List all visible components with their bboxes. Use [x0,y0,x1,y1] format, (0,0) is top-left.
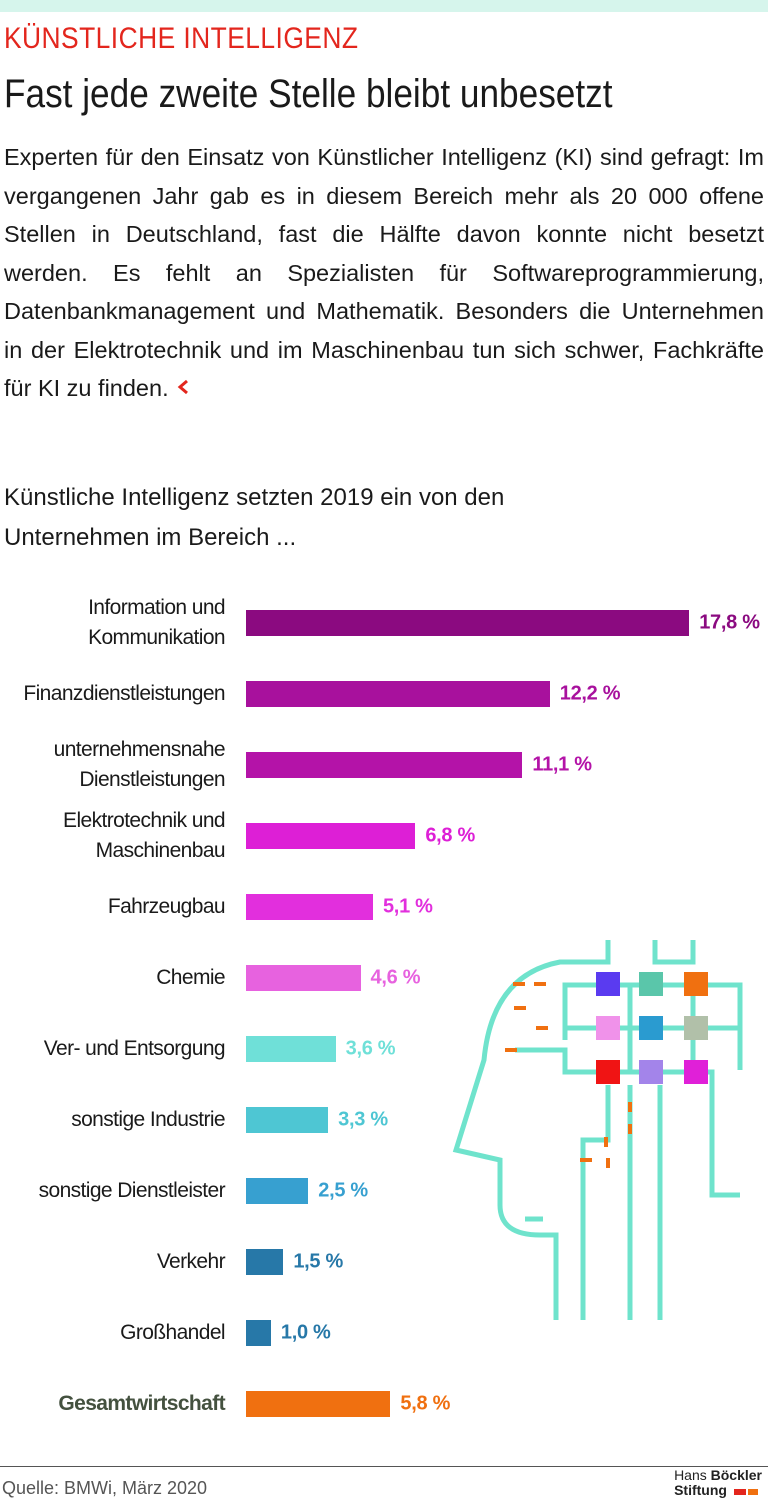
value-label: 12,2 % [559,682,621,705]
bar [246,894,373,920]
intro: Experten für den Einsatz von Künstlicher… [4,138,764,408]
category-label: Gesamtwirtschaft [58,1392,225,1415]
category-label: Fahrzeugbau [107,895,226,918]
category-label: Verkehr [156,1250,226,1273]
category-label: Finanzdienstleistungen [23,682,225,705]
bar [246,1107,329,1133]
headline: Fast jede zweite Stelle bleibt unbesetzt [4,72,613,116]
bar [246,823,416,849]
chart-title: Künstliche Intelligenz setzten 2019 ein … [4,484,505,551]
value-label: 6,8 % [425,824,475,847]
value-label: 3,6 % [345,1037,396,1060]
logo-mark [733,1489,746,1495]
kicker: KÜNSTLICHE INTELLIGENZ [4,22,359,55]
category-label: Großhandel [120,1321,226,1344]
logo: Hans Böckler Stiftung [674,1468,762,1498]
bar [246,752,523,778]
bar [246,1391,391,1417]
category-label: sonstige Dienstleister [38,1179,226,1202]
source: Quelle: BMWi, März 2020 [2,1478,208,1498]
top-band [0,0,768,12]
intro-text: Experten für den Einsatz von Künstlicher… [4,144,764,401]
value-label: 2,5 % [318,1179,368,1202]
logo-text: Stiftung [674,1482,727,1498]
value-label: 5,8 % [400,1392,451,1415]
logo-mark [747,1489,758,1495]
logo-text: Böckler [710,1467,762,1483]
category-label: unternehmensnahe Dienstleistungen [53,738,226,791]
value-label: 4,6 % [370,966,421,989]
category-label: Information und Kommunikation [88,596,226,649]
value-label: 17,8 % [699,611,760,634]
bar [246,1320,271,1346]
bar [246,681,550,707]
value-label: 3,3 % [338,1108,388,1131]
head-illustration [452,940,743,1320]
bar [246,1249,284,1275]
value-label: 5,1 % [382,895,433,918]
category-label: sonstige Industrie [71,1108,225,1131]
category-label: Chemie [156,966,225,989]
bar [246,965,361,991]
footer-rule [0,1466,768,1467]
value-label: 1,0 % [280,1321,331,1344]
value-label: 11,1 % [532,753,592,776]
end-mark [177,379,189,395]
bar [246,1178,309,1204]
value-label: 1,5 % [293,1250,343,1273]
bar [246,1036,336,1062]
category-label: Ver- und Entsorgung [43,1037,226,1060]
bar [246,610,690,636]
logo-text: Hans [674,1467,707,1483]
category-label: Elektrotechnik und Maschinenbau [63,809,226,862]
